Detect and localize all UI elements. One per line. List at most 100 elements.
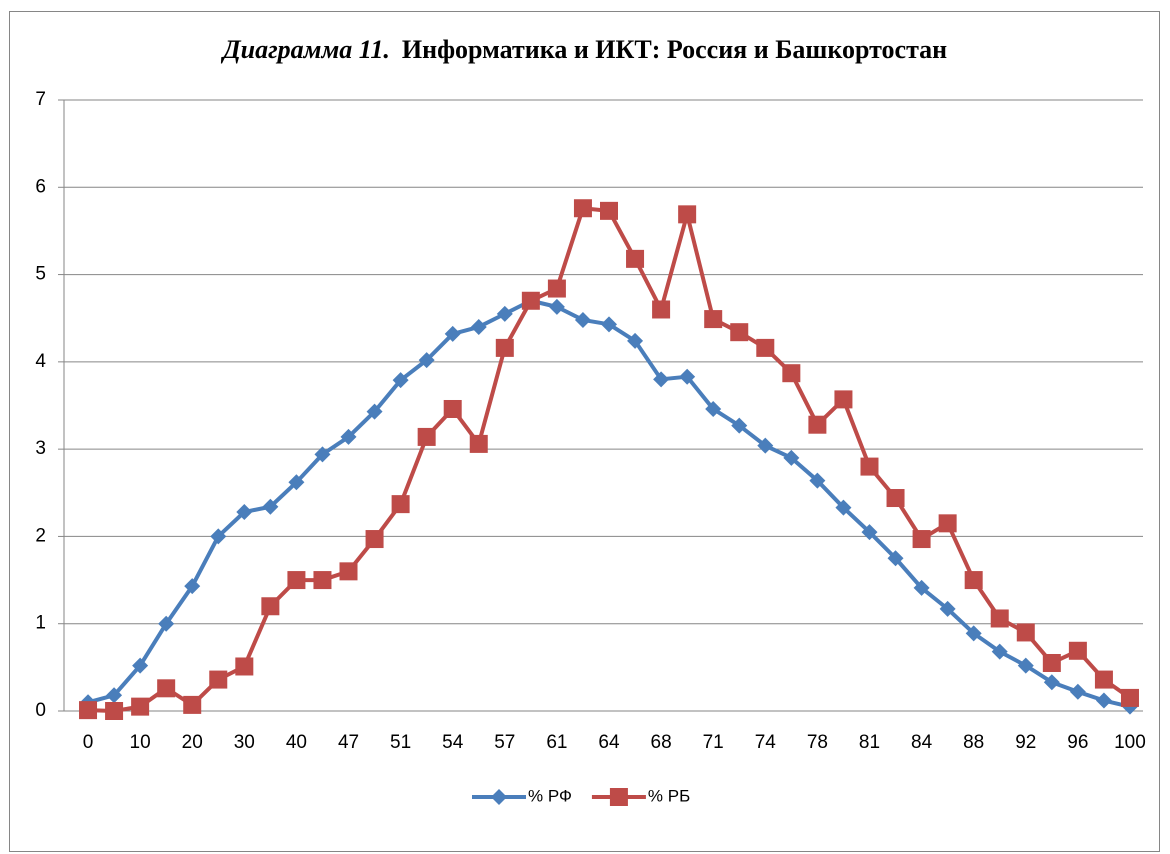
point — [183, 695, 202, 714]
x-tick-label: 71 — [703, 732, 724, 753]
x-tick-label: 20 — [182, 732, 203, 753]
x-tick-label: 40 — [286, 732, 307, 753]
point — [287, 571, 306, 590]
point — [313, 571, 332, 590]
point — [235, 657, 254, 676]
point — [79, 701, 98, 720]
point — [913, 579, 930, 596]
point — [964, 571, 983, 590]
point — [1043, 674, 1060, 691]
point — [1017, 657, 1034, 674]
x-tick-label: 100 — [1114, 732, 1146, 753]
title-text: Информатика и ИКТ: Россия и Башкортостан — [402, 35, 947, 64]
point — [314, 446, 331, 463]
point — [548, 298, 565, 315]
x-tick-label: 96 — [1067, 732, 1088, 753]
point — [886, 489, 905, 508]
point — [627, 332, 644, 349]
point — [444, 325, 461, 342]
point — [339, 562, 358, 581]
point — [704, 310, 723, 329]
point — [573, 199, 592, 218]
x-tick-label: 57 — [494, 732, 515, 753]
x-tick-label: 54 — [442, 732, 464, 753]
point — [912, 530, 931, 549]
x-tick-label: 92 — [1015, 732, 1036, 753]
y-tick-label: 3 — [35, 438, 46, 459]
point — [756, 338, 775, 357]
x-tick-label: 30 — [234, 732, 255, 753]
point — [1068, 641, 1087, 660]
x-tick-label: 81 — [859, 732, 880, 753]
point — [1016, 623, 1035, 642]
legend-marker — [491, 789, 507, 805]
point — [782, 364, 801, 383]
legend-label: % РБ — [648, 786, 690, 805]
point — [653, 371, 670, 388]
point — [705, 400, 722, 417]
point — [991, 643, 1008, 660]
legend-marker — [609, 788, 628, 806]
y-tick-label: 5 — [35, 264, 46, 285]
y-tick-label: 0 — [35, 700, 46, 721]
title-label: Диаграмма 11. — [221, 35, 390, 64]
point — [861, 524, 878, 541]
point — [184, 578, 201, 595]
point — [236, 503, 253, 520]
point — [1069, 683, 1086, 700]
legend-label: % РФ — [528, 786, 572, 805]
point — [157, 679, 176, 698]
point — [106, 687, 123, 704]
point — [443, 399, 462, 418]
y-tick-label: 1 — [35, 613, 46, 634]
point — [835, 499, 852, 516]
point — [132, 657, 149, 674]
point — [418, 352, 435, 369]
x-tick-label: 68 — [651, 732, 672, 753]
point — [131, 697, 150, 716]
y-tick-label: 2 — [35, 525, 46, 546]
point — [626, 249, 645, 268]
point — [652, 300, 671, 319]
point — [158, 615, 175, 632]
point — [391, 495, 410, 514]
x-tick-label: 47 — [338, 732, 359, 753]
point — [366, 403, 383, 420]
point — [470, 318, 487, 335]
x-tick-label: 10 — [130, 732, 151, 753]
point — [547, 279, 566, 298]
point — [1095, 692, 1112, 709]
point — [834, 390, 853, 409]
y-tick-label: 7 — [35, 89, 46, 110]
point — [965, 625, 982, 642]
chart-frame — [9, 11, 1160, 852]
y-tick-label: 6 — [35, 176, 46, 197]
point — [730, 323, 749, 342]
point — [261, 597, 280, 616]
x-tick-label: 51 — [390, 732, 411, 753]
point — [1120, 688, 1139, 707]
point — [1042, 653, 1061, 672]
point — [757, 437, 774, 454]
point — [365, 530, 384, 549]
point — [600, 201, 618, 220]
point — [210, 528, 227, 545]
y-tick-label: 4 — [35, 351, 46, 372]
point — [262, 498, 279, 515]
point — [209, 670, 228, 689]
x-tick-label: 0 — [83, 732, 94, 753]
point — [809, 472, 826, 489]
x-tick-label: 64 — [598, 732, 620, 753]
point — [417, 427, 436, 446]
point — [105, 702, 124, 720]
point — [678, 205, 697, 224]
point — [1094, 670, 1113, 689]
point — [938, 514, 957, 533]
point — [469, 434, 488, 453]
point — [340, 428, 357, 445]
point — [495, 338, 514, 357]
point — [574, 311, 591, 328]
point — [887, 550, 904, 567]
x-tick-label: 74 — [755, 732, 777, 753]
